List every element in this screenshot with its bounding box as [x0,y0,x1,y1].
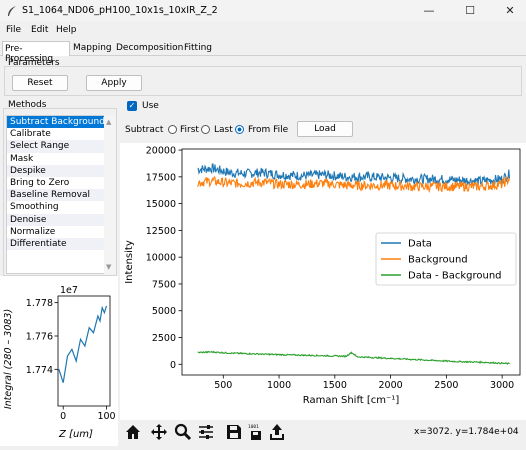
save-icon[interactable] [225,423,243,441]
home-icon[interactable] [124,423,142,441]
y-tick-label: 20000 [146,146,176,157]
methods-label: Methods [8,100,47,110]
y-tick-label: 1.778 [26,298,53,309]
list-item[interactable]: Baseline Removal [7,189,115,202]
y-tick-label: 0 [170,360,176,371]
chart-background [0,276,118,446]
legend-entry: Data - Background [408,271,502,282]
list-item[interactable]: Subtract Background [7,116,115,129]
radio-first[interactable] [168,125,177,134]
y-tick-label: 17500 [146,172,176,183]
plot-frame [181,148,521,376]
integral-chart[interactable]: 0 100 1.774 1.776 1.778 1e7 Z [um] Integral (28… [0,276,118,446]
methods-list: Subtract Background Calibrate Select Ran… [6,115,116,274]
maximize-button[interactable]: ☐ [465,4,475,17]
reset-button[interactable]: Reset [12,75,68,91]
series-line-0 [197,163,511,186]
tab-pre-processing[interactable]: Pre-Processing [2,41,70,64]
tab-fitting[interactable]: Fitting [184,43,212,53]
list-item[interactable]: Smoothing [10,202,59,213]
tab-bar: Pre-Processing Mapping Decomposition Fit… [0,40,526,64]
list-item[interactable]: Differentiate [7,237,115,251]
x-tick-label: 500 [214,380,232,391]
list-item[interactable]: Denoise [7,213,115,226]
x-axis-label: Raman Shift [cm⁻¹] [303,395,400,406]
plot-toolbar: 1001 [122,420,302,444]
minimize-button[interactable]: — [423,4,435,17]
legend-entry: Data [408,239,432,250]
legend-box [375,232,517,286]
radio-from-file-label: From File [248,125,289,135]
use-label: Use [142,101,159,111]
subtract-label: Subtract [125,125,164,135]
zoom-icon[interactable] [174,423,192,441]
x-tick-label: 2500 [434,380,458,391]
tab-mapping[interactable]: Mapping [73,43,112,53]
y-tick-label: 5000 [152,306,176,317]
feather-icon [8,6,16,16]
y-tick-label: 15000 [146,199,176,210]
radio-first-label: First [180,125,199,135]
title-bar: S1_1064_ND06_pH100_10x1s_10xIR_Z_2 — ☐ ✕ [0,0,526,22]
integral-series-line [58,305,108,383]
apply-button[interactable]: Apply [86,75,142,91]
menu-help[interactable]: Help [56,25,77,35]
export-icon[interactable] [268,422,286,442]
y-tick-label: 1.774 [26,365,53,376]
x-tick-label: 100 [97,411,115,422]
x-tick-label: 2000 [379,380,403,391]
y-tick-label: 2500 [152,333,176,344]
menu-file[interactable]: File [6,25,22,35]
list-item[interactable]: Calibrate [10,129,51,140]
legend-entry: Background [408,255,468,266]
menu-bar: File Edit Help [0,23,526,38]
tab-decomposition[interactable]: Decomposition [116,43,184,53]
data-icon[interactable]: 1001 [246,422,264,442]
load-button[interactable]: Load [297,121,353,137]
list-item[interactable]: Despike [7,164,115,177]
scroll-up-icon[interactable]: ▲ [106,118,112,126]
scroll-down-icon[interactable]: ▼ [106,263,112,271]
use-checkbox[interactable]: ✓ [127,101,137,111]
list-item[interactable]: Mask [10,153,34,164]
radio-from-file[interactable] [235,125,244,134]
radio-last[interactable] [201,125,210,134]
svg-text:1001: 1001 [248,424,259,430]
series-line-2 [197,350,510,365]
y-tick-label: 10000 [146,253,176,264]
main-chart[interactable]: 500 1000 1500 2000 2500 3000 0 2500 5000 7500 1000… [120,143,526,420]
y-tick-label: 1.776 [26,332,53,343]
y-axis-label: Intensity [124,240,135,284]
x-axis-label: Z [um] [58,429,93,440]
plot-frame [57,295,111,407]
x-tick-label: 3000 [490,380,514,391]
configure-icon[interactable] [197,423,215,441]
radio-last-label: Last [214,125,233,135]
list-item[interactable]: Select Range [7,140,115,153]
parameters-label: Parameters [8,58,60,68]
methods-scrollbar[interactable]: ▲ ▼ [104,115,116,274]
window-title: S1_1064_ND06_pH100_10x1s_10xIR_Z_2 [22,5,218,16]
status-coords: x=3072. y=1.784e+04 [414,427,519,437]
y-axis-label: Integral (280 – 3083) [3,309,14,409]
x-tick-label: 1500 [323,380,347,391]
x-tick-label: 1000 [267,380,291,391]
list-item[interactable]: Bring to Zero [10,177,70,188]
y-tick-label: 7500 [152,279,176,290]
parameters-group [4,66,522,96]
close-button[interactable]: ✕ [505,4,515,17]
move-icon[interactable] [150,423,168,441]
offset-label: 1e7 [60,285,78,296]
series-line-1 [197,175,511,194]
y-tick-label: 12500 [146,226,176,237]
x-tick-label: 0 [60,411,66,422]
methods-group [3,108,117,276]
list-item[interactable]: Normalize [10,226,56,237]
menu-edit[interactable]: Edit [31,25,49,35]
